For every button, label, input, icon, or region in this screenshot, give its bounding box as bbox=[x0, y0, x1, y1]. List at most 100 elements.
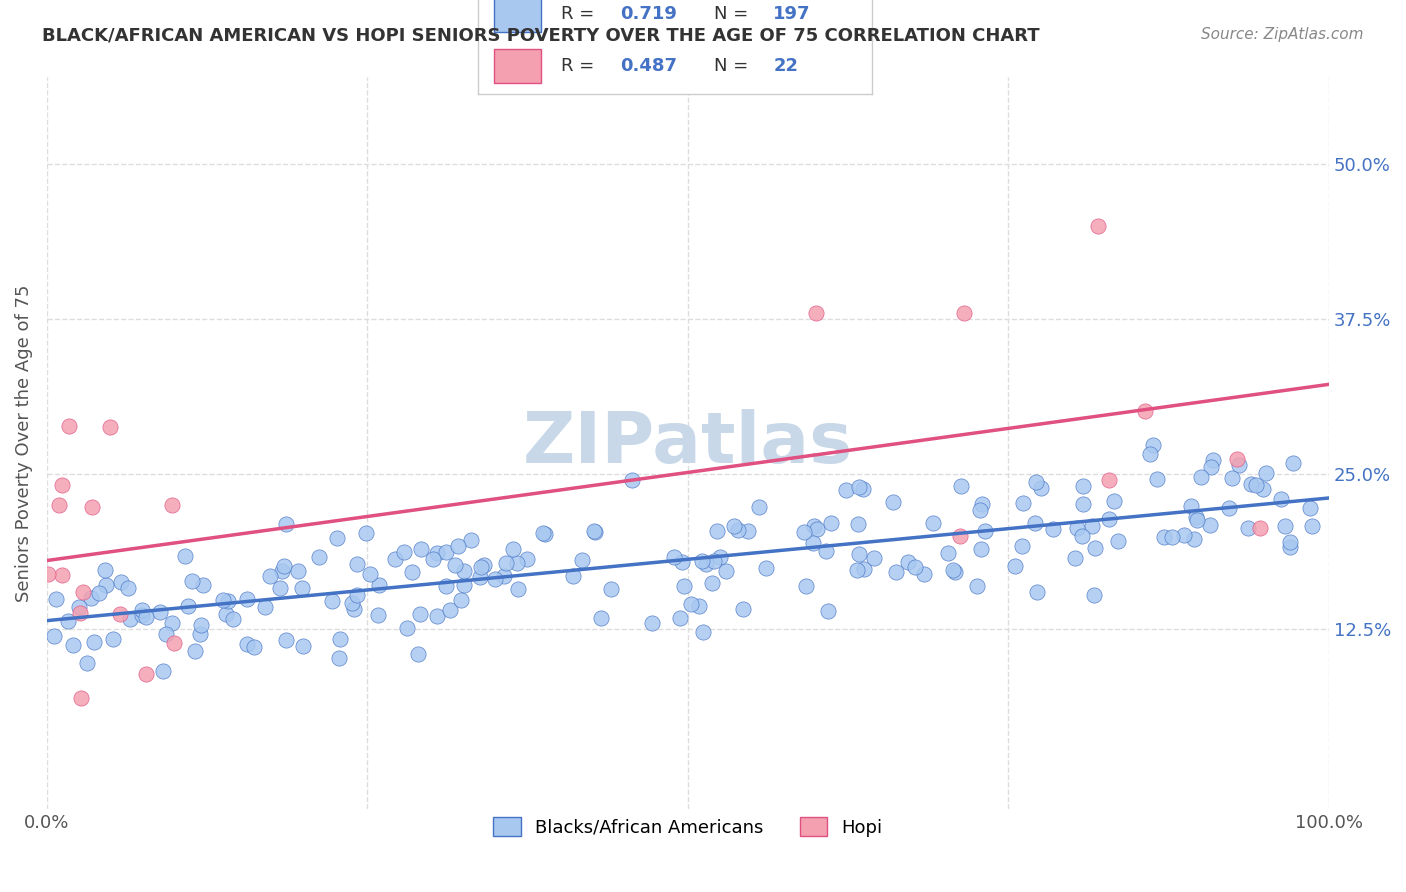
Point bbox=[848, 547, 870, 561]
Point bbox=[217, 594, 239, 608]
Point bbox=[1201, 452, 1223, 467]
Point bbox=[1133, 404, 1156, 418]
Point bbox=[273, 559, 295, 574]
Point bbox=[1182, 532, 1205, 546]
Point bbox=[163, 636, 186, 650]
Point bbox=[42, 629, 65, 643]
Point bbox=[356, 525, 378, 540]
Point bbox=[1071, 529, 1094, 543]
Point bbox=[367, 607, 389, 622]
Point bbox=[1236, 521, 1258, 535]
Point bbox=[236, 638, 259, 652]
Point bbox=[589, 610, 612, 624]
Point bbox=[384, 552, 406, 566]
Point bbox=[583, 524, 606, 539]
Point bbox=[221, 612, 243, 626]
Point bbox=[110, 574, 132, 589]
Point bbox=[904, 560, 927, 574]
Point bbox=[1278, 534, 1301, 549]
Point bbox=[1025, 585, 1047, 599]
Point bbox=[321, 593, 343, 607]
Point bbox=[706, 524, 728, 539]
Point bbox=[700, 576, 723, 591]
Point bbox=[852, 482, 875, 496]
Point bbox=[328, 651, 350, 665]
Point bbox=[236, 591, 259, 606]
Point bbox=[1153, 530, 1175, 544]
Point bbox=[392, 545, 415, 559]
Point bbox=[395, 621, 418, 635]
Point bbox=[1244, 477, 1267, 491]
Point bbox=[1024, 516, 1046, 530]
Point bbox=[953, 306, 976, 320]
Point bbox=[1029, 481, 1052, 495]
Point bbox=[436, 545, 458, 559]
Text: BLACK/AFRICAN AMERICAN VS HOPI SENIORS POVERTY OVER THE AGE OF 75 CORRELATION CH: BLACK/AFRICAN AMERICAN VS HOPI SENIORS P… bbox=[42, 27, 1040, 45]
Point bbox=[1173, 527, 1195, 541]
Point bbox=[814, 544, 837, 558]
Point bbox=[1098, 512, 1121, 526]
Point bbox=[1199, 459, 1222, 474]
Point bbox=[1012, 496, 1035, 510]
Point bbox=[966, 579, 988, 593]
Point bbox=[508, 582, 530, 596]
Bar bbox=[494, 0, 541, 31]
Text: 0.719: 0.719 bbox=[620, 5, 676, 23]
Point bbox=[411, 542, 433, 557]
Point bbox=[817, 604, 839, 618]
Point bbox=[271, 564, 294, 578]
Point bbox=[671, 555, 693, 569]
Point bbox=[472, 558, 495, 572]
Point bbox=[516, 552, 538, 566]
Point bbox=[806, 306, 828, 320]
Text: 0.487: 0.487 bbox=[620, 57, 676, 75]
Point bbox=[848, 517, 870, 532]
Point bbox=[748, 500, 770, 514]
Point bbox=[801, 536, 824, 550]
Point bbox=[1279, 541, 1302, 555]
Point bbox=[974, 524, 997, 538]
Point bbox=[51, 568, 73, 582]
Point bbox=[422, 552, 444, 566]
Point bbox=[1071, 479, 1094, 493]
Point bbox=[56, 614, 79, 628]
Point bbox=[1160, 530, 1182, 544]
Point bbox=[936, 546, 959, 560]
Point bbox=[1199, 518, 1222, 533]
Point bbox=[1084, 541, 1107, 556]
Point bbox=[439, 603, 461, 617]
Point bbox=[274, 633, 297, 648]
Point bbox=[884, 566, 907, 580]
Point bbox=[212, 593, 235, 607]
Point bbox=[1025, 475, 1047, 490]
Point bbox=[58, 418, 80, 433]
Point bbox=[803, 518, 825, 533]
Point bbox=[1098, 474, 1121, 488]
Point bbox=[1240, 477, 1263, 491]
Point bbox=[80, 500, 103, 515]
Point bbox=[1270, 492, 1292, 507]
Point bbox=[737, 524, 759, 538]
Point bbox=[274, 517, 297, 532]
Y-axis label: Seniors Poverty Over the Age of 75: Seniors Poverty Over the Age of 75 bbox=[15, 285, 32, 602]
Point bbox=[409, 607, 432, 622]
Point bbox=[1218, 500, 1240, 515]
Point bbox=[62, 638, 84, 652]
Point bbox=[184, 644, 207, 658]
Point bbox=[326, 532, 349, 546]
Point bbox=[669, 611, 692, 625]
Point bbox=[117, 581, 139, 595]
Point bbox=[1274, 518, 1296, 533]
Text: 22: 22 bbox=[773, 57, 799, 75]
Point bbox=[72, 585, 94, 599]
Text: ZIPatlas: ZIPatlas bbox=[523, 409, 853, 478]
Point bbox=[600, 582, 623, 596]
Point bbox=[882, 494, 904, 508]
Point bbox=[149, 605, 172, 619]
Point bbox=[453, 564, 475, 578]
Point bbox=[853, 562, 876, 576]
Point bbox=[367, 578, 389, 592]
Point bbox=[494, 568, 516, 582]
Point bbox=[1249, 521, 1271, 535]
Point bbox=[502, 542, 524, 557]
